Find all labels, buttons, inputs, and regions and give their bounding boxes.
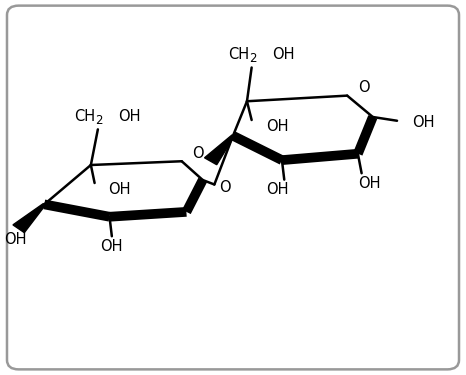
Text: CH: CH — [75, 109, 96, 124]
Polygon shape — [205, 135, 234, 165]
Text: OH: OH — [358, 176, 381, 190]
Text: OH: OH — [272, 47, 294, 62]
Text: 2: 2 — [249, 53, 257, 65]
Text: O: O — [358, 80, 370, 95]
Text: OH: OH — [109, 182, 131, 197]
Text: CH: CH — [228, 47, 249, 62]
FancyBboxPatch shape — [7, 6, 459, 369]
Polygon shape — [13, 204, 45, 232]
Text: O: O — [192, 146, 204, 160]
Text: O: O — [219, 180, 231, 195]
Text: OH: OH — [118, 109, 140, 124]
Text: 2: 2 — [96, 114, 103, 127]
Text: OH: OH — [266, 182, 288, 197]
Text: OH: OH — [4, 232, 27, 248]
Text: OH: OH — [412, 115, 435, 130]
Text: OH: OH — [101, 239, 123, 254]
Text: OH: OH — [267, 119, 289, 134]
